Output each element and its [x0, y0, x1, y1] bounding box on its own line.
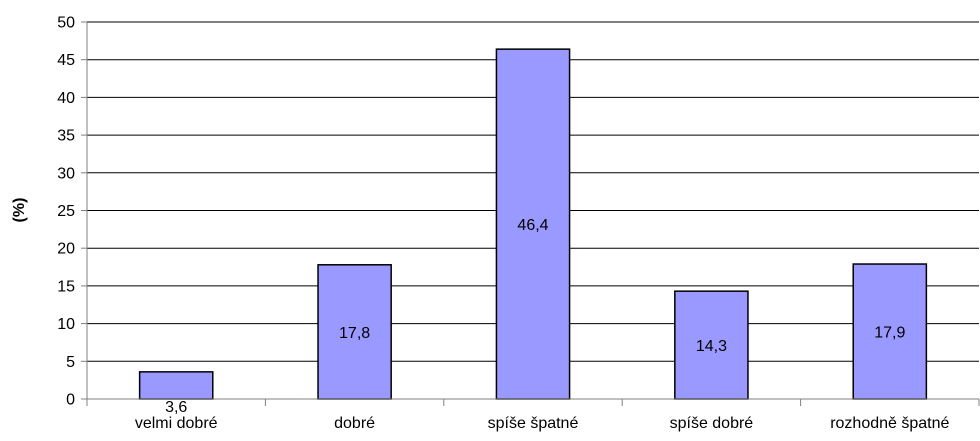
- x-axis: velmi dobré dobré spíše špatné spíše dobré r…: [86, 22, 980, 432]
- data-label: 14,3: [696, 338, 727, 355]
- y-axis-title: (%): [11, 198, 28, 223]
- y-tick-label: 45: [57, 52, 75, 69]
- y-axis-ticks: 0 5 10 15 20 25 30 35 40 45 50: [57, 15, 87, 409]
- data-label: 17,9: [874, 325, 905, 342]
- y-tick-label: 25: [57, 203, 75, 220]
- bar: [852, 263, 928, 400]
- y-tick-label: 35: [57, 128, 75, 145]
- y-tick-label: 0: [66, 392, 75, 409]
- y-tick-label: 30: [57, 165, 75, 182]
- bars: 3,6 17,8 46,4 14,3 17,9: [138, 48, 928, 416]
- bar: [674, 290, 749, 400]
- x-tick-label: rozhodně špatné: [830, 415, 949, 432]
- y-tick-label: 50: [57, 15, 75, 32]
- y-tick-label: 20: [57, 241, 75, 258]
- bar: [138, 371, 214, 400]
- x-tick-label: spíše špatné: [488, 415, 579, 432]
- y-tick-label: 5: [66, 354, 75, 371]
- bar: [317, 264, 392, 400]
- y-tick-label: 15: [57, 278, 75, 295]
- x-tick-label: spíše dobré: [670, 415, 754, 432]
- data-label: 17,8: [339, 325, 370, 342]
- y-tick-label: 40: [57, 90, 75, 107]
- x-tick-label: dobré: [334, 415, 375, 432]
- data-label: 3,6: [165, 399, 187, 416]
- data-label: 46,4: [517, 217, 548, 234]
- bar: [495, 48, 571, 400]
- y-tick-label: 10: [57, 316, 75, 333]
- x-tick-label: velmi dobré: [135, 415, 218, 432]
